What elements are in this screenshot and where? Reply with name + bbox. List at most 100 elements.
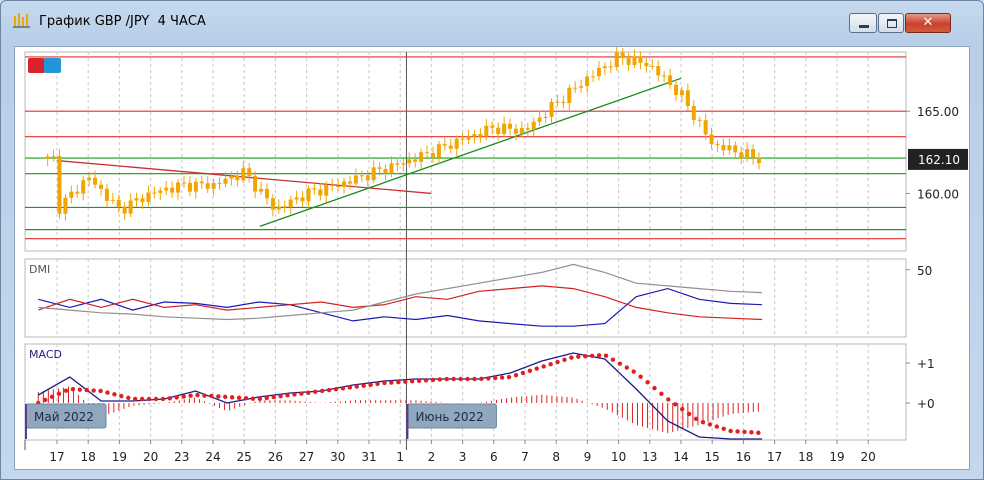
candle-body	[300, 197, 305, 202]
macd-signal-dot	[686, 411, 692, 417]
candle-body	[537, 117, 542, 122]
candle-body	[644, 62, 649, 67]
candle-body	[425, 152, 430, 154]
candle-body	[525, 128, 530, 130]
candle-body	[347, 181, 352, 184]
candle-body	[270, 198, 275, 210]
price-chart-svg[interactable]: 17 18 19 20 23 24 25 26 27 30 31 1 2 3 6 7 8 9 10 13 14 15 16 1…	[15, 47, 969, 469]
macd-signal-dot	[146, 396, 152, 402]
y-tick-label: 165.00	[917, 105, 959, 119]
macd-signal-dot	[84, 387, 89, 393]
macd-y-tick-label: +0	[917, 397, 935, 411]
candle-body	[442, 144, 447, 146]
macd-signal-dot	[160, 396, 166, 402]
candle-body	[353, 175, 358, 184]
macd-signal-dot	[596, 353, 602, 358]
candle-body	[430, 153, 435, 158]
x-tick-label: 30	[330, 450, 345, 464]
chart-area[interactable]: 17 18 19 20 23 24 25 26 27 30 31 1 2 3 6 7 8 9 10 13 14 15 16 1…	[14, 46, 970, 470]
green-trendline	[259, 77, 682, 227]
candle-body	[436, 144, 441, 158]
candle-body	[460, 138, 465, 140]
macd-signal-dot	[202, 393, 207, 398]
macd-signal-dot	[195, 392, 200, 398]
macd-signal-dot	[555, 359, 560, 365]
candle-body	[579, 86, 584, 88]
macd-signal-dot	[534, 366, 539, 371]
macd-signal-dot	[313, 389, 318, 394]
x-tick-label: 16	[736, 450, 751, 464]
x-tick-label: 9	[584, 450, 592, 464]
candle-body	[288, 199, 293, 208]
candle-body	[282, 206, 287, 208]
candle-body	[555, 101, 560, 103]
candle-body	[306, 188, 311, 202]
candle-body	[134, 198, 139, 201]
candle-body	[591, 76, 596, 78]
title-bar[interactable]: График GBP /JPY 4 ЧАСА ✕	[1, 1, 983, 41]
macd-signal-dot	[506, 374, 512, 380]
candle-body	[401, 163, 406, 165]
candle-body	[691, 106, 696, 120]
macd-signal-dot	[306, 390, 311, 395]
candle-body	[312, 188, 317, 190]
candle-body	[685, 90, 690, 107]
candle-body	[87, 177, 92, 181]
candle-body	[176, 182, 181, 193]
red-color-toggle[interactable]	[28, 58, 45, 73]
candle-body	[751, 149, 756, 158]
x-tick-label: 31	[361, 450, 376, 464]
candle-body	[419, 152, 424, 162]
macd-signal-dot	[105, 390, 110, 395]
dmi-series-di	[38, 285, 763, 321]
maximize-button[interactable]	[878, 13, 904, 33]
macd-signal-dot	[707, 422, 713, 427]
candle-body	[697, 119, 702, 121]
macd-signal-dot	[98, 388, 103, 394]
x-tick-label: 2	[428, 450, 436, 464]
macd-signal-dot	[361, 383, 366, 388]
candle-body	[294, 197, 299, 200]
macd-signal-dot	[458, 376, 463, 382]
macd-signal-dot	[652, 385, 657, 391]
candle-body	[158, 190, 163, 193]
candle-body	[632, 56, 637, 65]
candle-body	[152, 192, 157, 194]
period-label-may: Май 2022	[34, 410, 94, 424]
candle-body	[389, 163, 394, 174]
candle-body	[205, 183, 210, 189]
period-label-june: Июнь 2022	[415, 410, 483, 424]
candle-body	[508, 123, 513, 129]
x-tick-label: 20	[861, 450, 876, 464]
price-pane-frame	[24, 51, 907, 252]
candle-body	[223, 178, 228, 184]
candle-body	[721, 144, 726, 151]
macd-signal-dot	[319, 388, 325, 394]
macd-signal-dot	[126, 395, 131, 401]
candle-body	[75, 191, 80, 194]
candle-body	[674, 84, 679, 95]
minimize-button[interactable]	[849, 13, 877, 33]
candle-body	[98, 184, 103, 189]
macd-signal-dot	[139, 396, 145, 402]
candle-body	[229, 175, 234, 179]
macd-signal-dot	[368, 382, 373, 387]
x-tick-label: 26	[268, 450, 283, 464]
macd-signal-dot	[375, 381, 380, 387]
macd-pane-frame	[24, 343, 907, 441]
macd-signal-dot	[167, 396, 173, 401]
x-tick-label: 15	[705, 450, 720, 464]
macd-signal-dot	[527, 368, 533, 373]
macd-signal-dot	[257, 396, 263, 402]
x-tick-label: 14	[673, 450, 688, 464]
current-price-badge	[908, 148, 968, 170]
macd-signal-dot	[326, 387, 332, 393]
blue-color-toggle[interactable]	[44, 58, 61, 73]
x-tick-label: 20	[143, 450, 158, 464]
macd-signal-dot	[541, 364, 546, 369]
dmi-title: DMI	[29, 263, 50, 276]
macd-signal-dot	[583, 354, 588, 359]
candle-body	[259, 188, 264, 192]
close-button[interactable]: ✕	[905, 13, 951, 33]
candle-body	[454, 138, 459, 149]
